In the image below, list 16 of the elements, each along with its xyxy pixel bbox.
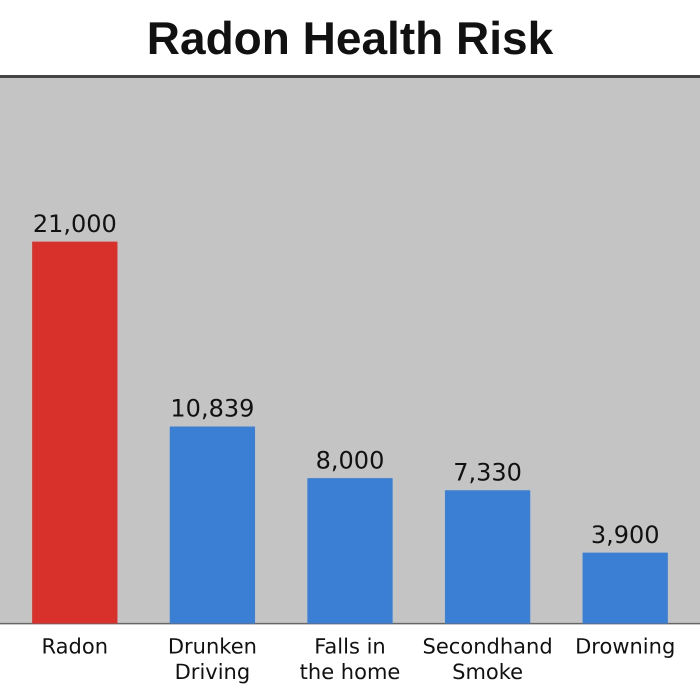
x-tick-label: Drunken Driving — [168, 634, 257, 684]
x-tick-label: Falls in the home — [300, 634, 400, 684]
bar — [444, 490, 530, 624]
bar — [32, 242, 118, 624]
data-label: 21,000 — [32, 210, 117, 238]
bar — [170, 426, 256, 624]
data-label: 3,900 — [590, 520, 660, 549]
x-tick-label: Secondhand Smoke — [422, 634, 553, 684]
x-tick-label: Drowning — [575, 634, 676, 659]
data-label: 10,839 — [170, 394, 254, 423]
data-label: 7,330 — [453, 458, 522, 487]
bar — [307, 478, 393, 624]
bar — [582, 552, 668, 624]
chart-title: Radon Health Risk — [0, 0, 700, 78]
data-label: 8,000 — [316, 446, 384, 474]
x-tick-label: Radon — [42, 634, 108, 659]
